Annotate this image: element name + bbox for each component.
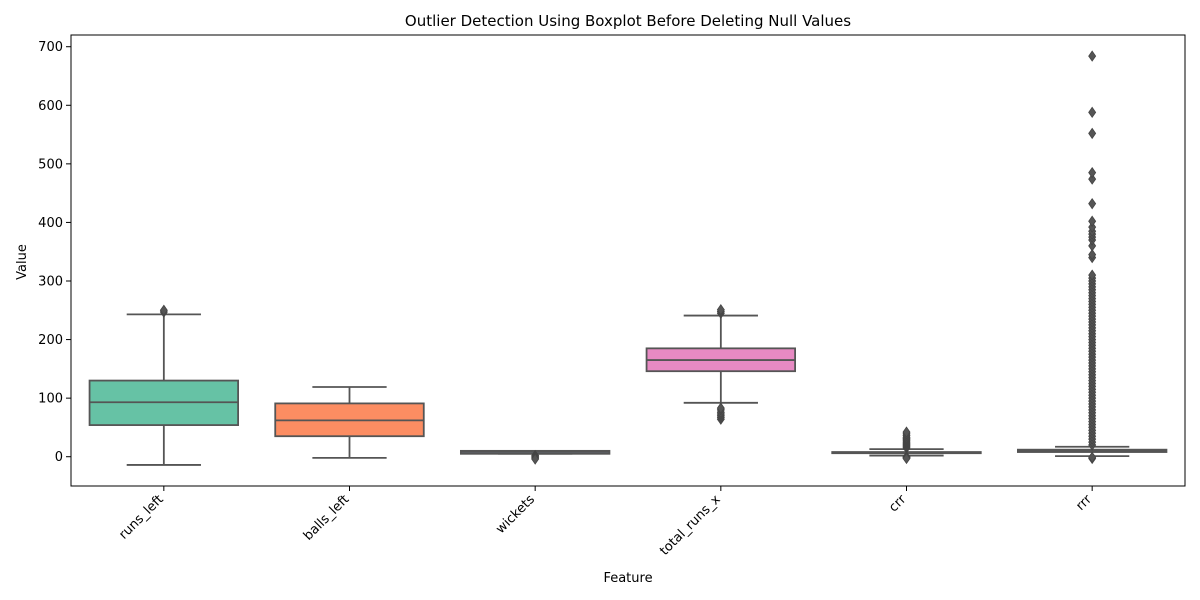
y-tick-label: 700 [38,40,63,55]
x-tick-label: rrr [1073,492,1095,514]
y-tick-label: 600 [38,99,63,114]
outlier-point [1088,269,1097,281]
outlier-point [1088,221,1097,233]
y-tick-label: 500 [38,157,63,172]
y-tick-label: 300 [38,275,63,290]
box-rrr [1017,50,1168,465]
y-tick-label: 200 [38,333,63,348]
outlier-point [1088,106,1097,119]
outlier-point [1088,197,1097,210]
y-axis-title: Value [15,244,30,280]
box-total-runs-x [645,304,796,425]
y-tick-label: 0 [55,450,63,465]
outlier-point [1088,166,1097,179]
outlier-point [1088,215,1097,227]
box-balls-left [274,386,425,459]
x-axis: runs_left balls_left wickets total_runs_x cr… [116,486,1095,559]
x-tick-label: balls_left [301,492,352,543]
box-series [88,50,1168,466]
y-tick-label: 400 [38,216,63,231]
outlier-point [531,453,540,465]
outlier-point [902,452,911,465]
x-tick-label: crr [886,492,910,516]
x-tick-label: wickets [493,492,538,537]
y-axis: 0 100 200 300 400 500 600 700 [38,40,71,465]
box-wickets [459,449,611,465]
x-tick-label: runs_left [116,492,166,542]
outlier-point [1088,173,1097,185]
outlier-point [159,304,168,316]
outlier-point [1088,127,1097,140]
box-runs-left [88,304,240,466]
outlier-point [1088,240,1097,252]
outlier-point [1088,248,1097,261]
outlier-point [902,426,911,438]
box-crr [831,426,982,465]
x-tick-label: total_runs_x [657,492,724,559]
x-axis-title: Feature [603,571,652,586]
outlier-point [716,402,725,414]
chart-title: Outlier Detection Using Boxplot Before D… [405,12,851,30]
outlier-point [716,304,725,316]
plot-frame [70,34,1186,487]
y-tick-label: 100 [38,392,63,407]
outlier-point [1088,50,1097,62]
outlier-point [1088,451,1097,463]
